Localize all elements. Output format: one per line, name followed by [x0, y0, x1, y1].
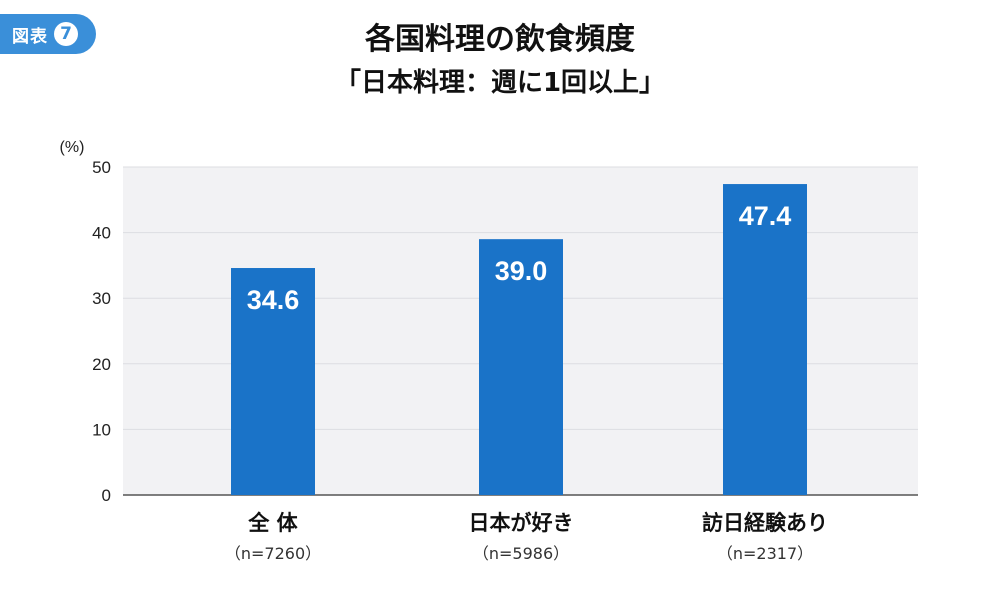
x-tick-label: 訪日経験あり	[702, 511, 828, 535]
sample-size-label: （n=7260）	[225, 544, 321, 563]
y-tick-label: 40	[92, 224, 111, 243]
y-tick-label: 50	[92, 158, 111, 177]
data-label: 39.0	[495, 256, 548, 286]
bar	[231, 268, 315, 495]
y-tick-label: 20	[92, 355, 111, 374]
figure-badge: 図表 7	[0, 14, 96, 54]
sample-size-label: （n=5986）	[473, 544, 569, 563]
bar	[723, 184, 807, 495]
y-tick-label: 10	[92, 420, 111, 439]
bar	[479, 239, 563, 495]
data-label: 47.4	[739, 201, 792, 231]
x-tick-label: 全 体	[247, 511, 298, 535]
x-tick-label: 日本が好き	[469, 511, 574, 535]
y-tick-label: 0	[102, 486, 111, 505]
figure-number-icon: 7	[54, 22, 78, 46]
data-label: 34.6	[247, 285, 300, 315]
chart-subtitle: 「日本料理：週に1回以上」	[334, 68, 666, 98]
figure-badge-label: 図表	[12, 26, 48, 47]
y-unit-label: (%)	[60, 139, 85, 156]
y-tick-label: 30	[92, 289, 111, 308]
sample-size-label: （n=2317）	[717, 544, 813, 563]
chart-title: 各国料理の飲食頻度	[365, 22, 635, 57]
